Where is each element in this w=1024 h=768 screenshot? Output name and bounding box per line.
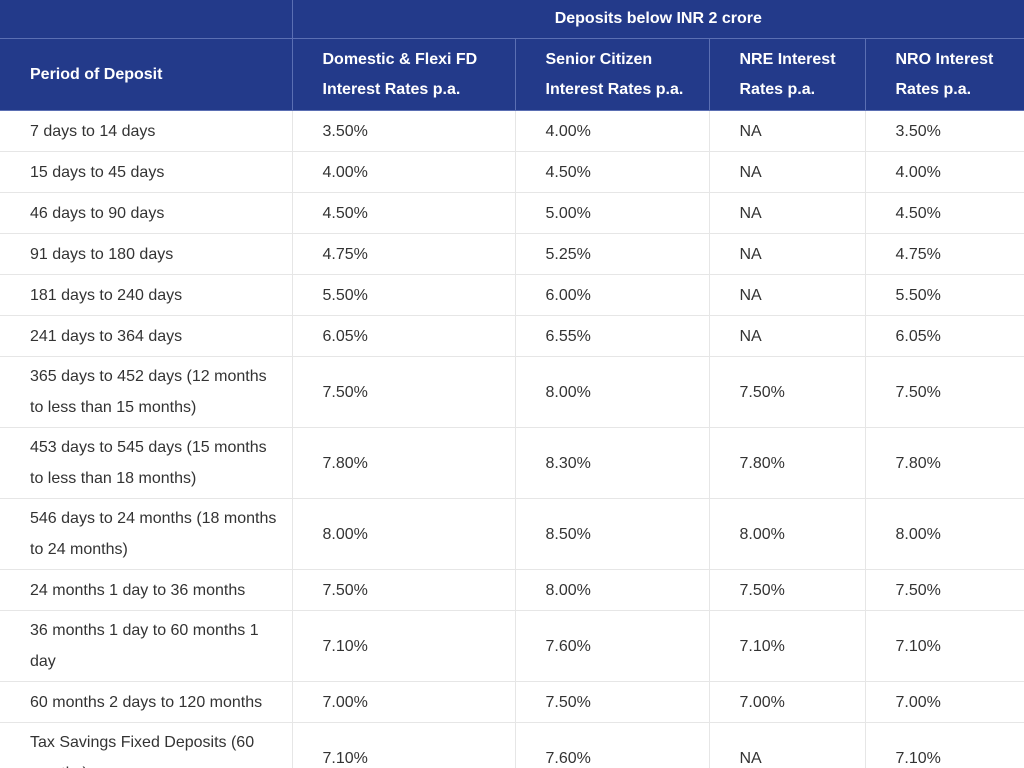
nre-rate-cell: 7.80% — [708, 427, 865, 499]
period-cell: 15 days to 45 days — [0, 151, 292, 193]
domestic-rate-cell: 7.10% — [291, 722, 515, 768]
nro-rate-cell: 7.80% — [864, 427, 1024, 499]
nre-rate-cell: NA — [708, 151, 865, 193]
nre-rate-cell: NA — [708, 192, 865, 234]
table-row: 181 days to 240 days 5.50% 6.00% NA 5.50… — [0, 274, 1024, 316]
nro-rate-cell: 8.00% — [864, 498, 1024, 570]
table-row: Tax Savings Fixed Deposits (60 months) 7… — [0, 722, 1024, 768]
header-group-row: Deposits below INR 2 crore — [0, 0, 1024, 39]
nro-rate-cell: 7.50% — [864, 356, 1024, 428]
nre-rate-cell: NA — [708, 233, 865, 275]
table-header: Deposits below INR 2 crore Period of Dep… — [0, 0, 1024, 111]
domestic-rate-cell: 7.50% — [291, 356, 515, 428]
senior-rate-cell: 7.60% — [514, 722, 709, 768]
senior-rate-cell: 6.55% — [514, 315, 709, 357]
table-row: 46 days to 90 days 4.50% 5.00% NA 4.50% — [0, 192, 1024, 234]
domestic-rate-cell: 7.00% — [291, 681, 515, 723]
domestic-rate-cell: 7.50% — [291, 569, 515, 611]
senior-rate-cell: 5.25% — [514, 233, 709, 275]
column-header-domestic-flexi: Domestic & Flexi FD Interest Rates p.a. — [291, 38, 515, 111]
domestic-rate-cell: 7.10% — [291, 610, 515, 682]
senior-rate-cell: 4.00% — [514, 110, 709, 152]
table-row: 15 days to 45 days 4.00% 4.50% NA 4.00% — [0, 151, 1024, 193]
period-cell: 46 days to 90 days — [0, 192, 292, 234]
table-row: 60 months 2 days to 120 months 7.00% 7.5… — [0, 681, 1024, 723]
period-cell: 91 days to 180 days — [0, 233, 292, 275]
period-cell: 7 days to 14 days — [0, 110, 292, 152]
table-row: 36 months 1 day to 60 months 1 day 7.10%… — [0, 610, 1024, 682]
domestic-rate-cell: 4.50% — [291, 192, 515, 234]
column-header-nre: NRE Interest Rates p.a. — [708, 38, 865, 111]
nro-rate-cell: 7.10% — [864, 722, 1024, 768]
nro-rate-cell: 7.10% — [864, 610, 1024, 682]
nro-rate-cell: 4.00% — [864, 151, 1024, 193]
period-cell: 546 days to 24 months (18 months to 24 m… — [0, 498, 292, 570]
nre-rate-cell: 7.00% — [708, 681, 865, 723]
senior-rate-cell: 8.00% — [514, 569, 709, 611]
nre-rate-cell: NA — [708, 315, 865, 357]
period-cell: 453 days to 545 days (15 months to less … — [0, 427, 292, 499]
senior-rate-cell: 5.00% — [514, 192, 709, 234]
nro-rate-cell: 5.50% — [864, 274, 1024, 316]
senior-rate-cell: 8.00% — [514, 356, 709, 428]
domestic-rate-cell: 8.00% — [291, 498, 515, 570]
header-column-row: Period of Deposit Domestic & Flexi FD In… — [0, 38, 1024, 111]
nre-rate-cell: NA — [708, 722, 865, 768]
nro-rate-cell: 3.50% — [864, 110, 1024, 152]
nro-rate-cell: 4.75% — [864, 233, 1024, 275]
column-header-period: Period of Deposit — [0, 38, 292, 111]
senior-rate-cell: 6.00% — [514, 274, 709, 316]
table-row: 546 days to 24 months (18 months to 24 m… — [0, 498, 1024, 570]
period-cell: 24 months 1 day to 36 months — [0, 569, 292, 611]
nro-rate-cell: 7.00% — [864, 681, 1024, 723]
table-row: 24 months 1 day to 36 months 7.50% 8.00%… — [0, 569, 1024, 611]
senior-rate-cell: 8.30% — [514, 427, 709, 499]
table-row: 365 days to 452 days (12 months to less … — [0, 356, 1024, 428]
domestic-rate-cell: 4.75% — [291, 233, 515, 275]
senior-rate-cell: 8.50% — [514, 498, 709, 570]
nre-rate-cell: 7.50% — [708, 569, 865, 611]
senior-rate-cell: 4.50% — [514, 151, 709, 193]
domestic-rate-cell: 6.05% — [291, 315, 515, 357]
period-cell: 60 months 2 days to 120 months — [0, 681, 292, 723]
nro-rate-cell: 4.50% — [864, 192, 1024, 234]
domestic-rate-cell: 7.80% — [291, 427, 515, 499]
domestic-rate-cell: 4.00% — [291, 151, 515, 193]
nre-rate-cell: NA — [708, 110, 865, 152]
domestic-rate-cell: 3.50% — [291, 110, 515, 152]
header-group-deposits-below-2-crore: Deposits below INR 2 crore — [291, 0, 1024, 39]
senior-rate-cell: 7.50% — [514, 681, 709, 723]
column-header-nro: NRO Interest Rates p.a. — [864, 38, 1024, 111]
period-cell: 36 months 1 day to 60 months 1 day — [0, 610, 292, 682]
table-body: 7 days to 14 days 3.50% 4.00% NA 3.50% 1… — [0, 110, 1024, 768]
nre-rate-cell: 7.10% — [708, 610, 865, 682]
column-header-senior-citizen: Senior Citizen Interest Rates p.a. — [514, 38, 709, 111]
nro-rate-cell: 6.05% — [864, 315, 1024, 357]
domestic-rate-cell: 5.50% — [291, 274, 515, 316]
table-row: 7 days to 14 days 3.50% 4.00% NA 3.50% — [0, 110, 1024, 152]
nre-rate-cell: 8.00% — [708, 498, 865, 570]
table-row: 453 days to 545 days (15 months to less … — [0, 427, 1024, 499]
nre-rate-cell: NA — [708, 274, 865, 316]
period-cell: 181 days to 240 days — [0, 274, 292, 316]
header-group-blank-cell — [0, 0, 292, 39]
nre-rate-cell: 7.50% — [708, 356, 865, 428]
period-cell: 241 days to 364 days — [0, 315, 292, 357]
senior-rate-cell: 7.60% — [514, 610, 709, 682]
table-row: 91 days to 180 days 4.75% 5.25% NA 4.75% — [0, 233, 1024, 275]
nro-rate-cell: 7.50% — [864, 569, 1024, 611]
period-cell: Tax Savings Fixed Deposits (60 months) — [0, 722, 292, 768]
period-cell: 365 days to 452 days (12 months to less … — [0, 356, 292, 428]
table-row: 241 days to 364 days 6.05% 6.55% NA 6.05… — [0, 315, 1024, 357]
